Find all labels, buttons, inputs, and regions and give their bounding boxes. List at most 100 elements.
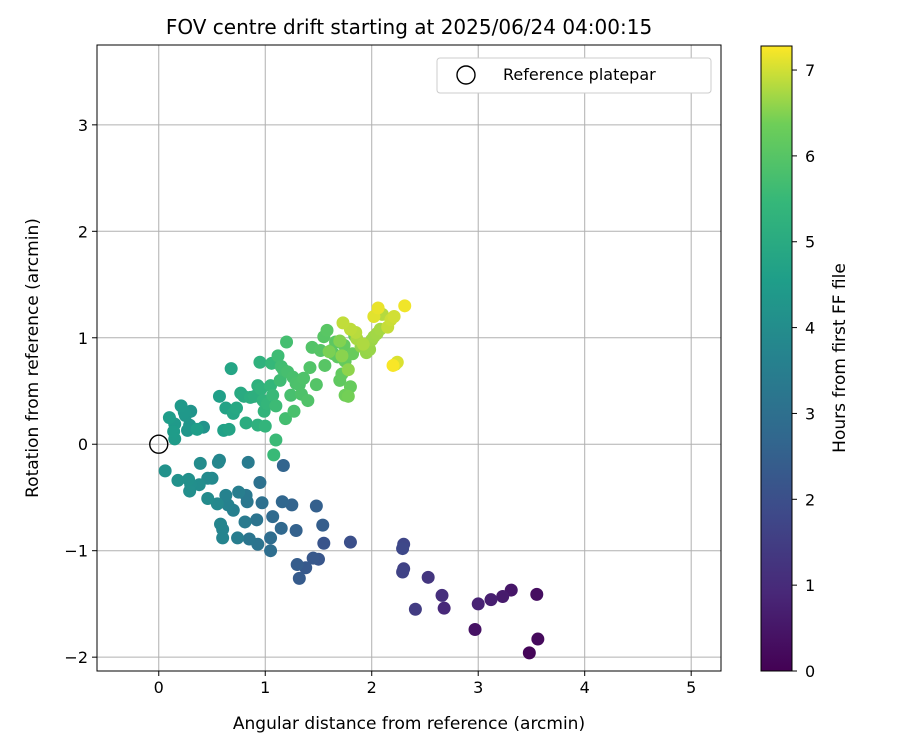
y-axis-ticks: −2 −1 0 1 2 3 (64, 116, 97, 667)
data-point (386, 358, 400, 372)
colorbar-tick-label: 6 (805, 147, 815, 166)
data-point (181, 423, 195, 437)
data-point (471, 597, 485, 611)
y-tick-label: 1 (78, 329, 88, 348)
data-point (193, 456, 207, 470)
data-point (341, 389, 355, 403)
data-point (531, 632, 545, 646)
scatter-points (158, 299, 545, 660)
data-point (264, 531, 278, 545)
data-point (335, 349, 349, 363)
data-point (242, 532, 256, 546)
data-point (317, 536, 331, 550)
data-point (303, 361, 317, 375)
data-point (343, 535, 357, 549)
data-point (322, 345, 336, 359)
data-point (253, 476, 267, 490)
data-point (316, 518, 330, 532)
colorbar-tick-label: 5 (805, 233, 815, 252)
data-point (437, 601, 451, 615)
colorbar-label: Hours from first FF file (830, 263, 850, 453)
data-point (238, 515, 252, 529)
data-point (297, 371, 311, 385)
data-point (224, 362, 238, 376)
data-point (289, 523, 303, 537)
x-tick-label: 1 (260, 678, 270, 697)
data-point (290, 558, 304, 572)
data-point (190, 422, 204, 436)
data-point (229, 401, 243, 415)
data-point (171, 473, 185, 487)
data-point (292, 571, 306, 585)
data-point (250, 513, 264, 527)
y-tick-label: 3 (78, 116, 88, 135)
y-tick-label: −1 (64, 542, 88, 561)
data-point (398, 299, 412, 313)
data-point (269, 433, 283, 447)
colorbar-tick-label: 1 (805, 576, 815, 595)
chart-title: FOV centre drift starting at 2025/06/24 … (166, 15, 652, 39)
data-point (522, 646, 536, 660)
y-tick-label: 0 (78, 435, 88, 454)
data-point (267, 448, 281, 462)
data-point (421, 570, 435, 584)
data-point (255, 496, 269, 510)
data-point (336, 316, 350, 330)
data-point (408, 602, 422, 616)
data-point (269, 399, 283, 413)
data-point (371, 301, 385, 315)
data-point (309, 378, 323, 392)
data-point (301, 394, 315, 408)
legend-marker-icon (456, 65, 476, 85)
data-point (210, 497, 224, 511)
data-point (158, 464, 172, 478)
data-point (484, 593, 498, 607)
data-point (341, 363, 355, 377)
data-point (346, 347, 360, 361)
data-point (280, 335, 294, 349)
data-point (232, 485, 246, 499)
legend: Reference platepar (436, 57, 712, 94)
data-point (174, 399, 188, 413)
data-point (231, 531, 245, 545)
data-point (306, 551, 320, 565)
data-point (258, 419, 272, 433)
data-point (356, 337, 370, 351)
grid-lines (97, 45, 721, 671)
data-point (333, 334, 347, 348)
data-point (264, 544, 278, 558)
x-tick-label: 0 (154, 678, 164, 697)
data-point (320, 323, 334, 337)
data-point (287, 404, 301, 418)
data-point (212, 389, 226, 403)
data-point (241, 455, 255, 469)
data-point (396, 565, 410, 579)
colorbar (760, 45, 793, 672)
colorbar-ticks: 0 1 2 3 4 5 6 7 (792, 61, 815, 681)
data-point (271, 349, 285, 363)
data-point (219, 488, 233, 502)
data-point (435, 588, 449, 602)
legend-label: Reference platepar (503, 65, 656, 84)
data-point (222, 422, 236, 436)
data-point (276, 459, 290, 473)
data-point (216, 531, 230, 545)
data-point (309, 499, 323, 513)
y-tick-label: −2 (64, 648, 88, 667)
data-point (496, 589, 510, 603)
data-point (318, 358, 332, 372)
data-point (266, 510, 280, 524)
data-point (274, 521, 288, 535)
colorbar-tick-label: 0 (805, 662, 815, 681)
data-point (284, 388, 298, 402)
reference-platepar-marker (149, 434, 169, 454)
plot-background (97, 45, 721, 671)
data-point (201, 492, 215, 506)
plot-frame (96, 44, 722, 672)
x-axis-label: Angular distance from reference (arcmin) (233, 714, 585, 734)
colorbar-tick-label: 3 (805, 404, 815, 423)
data-point (266, 388, 280, 402)
data-point (214, 517, 228, 531)
data-point (253, 355, 267, 369)
